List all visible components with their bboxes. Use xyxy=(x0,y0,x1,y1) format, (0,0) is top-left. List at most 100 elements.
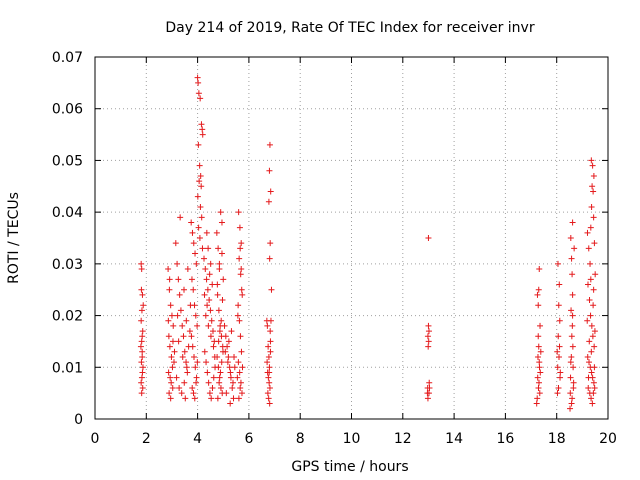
data-point xyxy=(556,343,563,350)
data-point xyxy=(184,369,191,376)
data-point xyxy=(234,374,241,381)
data-point xyxy=(182,395,189,402)
data-point xyxy=(138,260,145,267)
data-point xyxy=(568,255,575,262)
data-point xyxy=(569,291,576,298)
data-point xyxy=(206,390,213,397)
data-point xyxy=(216,379,223,386)
data-point xyxy=(567,359,574,366)
data-point xyxy=(230,395,237,402)
data-point xyxy=(214,353,221,360)
data-point xyxy=(169,338,176,345)
data-point xyxy=(177,307,184,314)
data-point xyxy=(569,271,576,278)
data-point xyxy=(225,338,232,345)
data-point xyxy=(265,395,272,402)
data-point xyxy=(169,384,176,391)
data-point xyxy=(535,302,542,309)
data-point xyxy=(584,229,591,236)
data-point xyxy=(589,400,596,407)
data-point xyxy=(138,374,145,381)
data-point xyxy=(221,322,228,329)
data-point xyxy=(238,240,245,247)
data-point xyxy=(554,348,561,355)
data-point xyxy=(189,343,196,350)
data-point xyxy=(267,328,274,335)
data-point xyxy=(217,209,224,216)
data-point xyxy=(166,343,173,350)
data-point xyxy=(536,390,543,397)
data-point xyxy=(590,302,597,309)
x-tick-label: 16 xyxy=(496,431,514,447)
data-point xyxy=(208,395,215,402)
data-point xyxy=(138,390,145,397)
data-point xyxy=(238,266,245,273)
data-point xyxy=(188,276,195,283)
data-point xyxy=(189,229,196,236)
data-point xyxy=(195,79,202,86)
x-tick-label: 20 xyxy=(599,431,617,447)
data-point xyxy=(535,343,542,350)
data-point xyxy=(139,369,146,376)
data-point xyxy=(567,405,574,412)
data-point xyxy=(207,307,214,314)
data-point xyxy=(218,359,225,366)
data-point xyxy=(226,364,233,371)
data-point xyxy=(171,348,178,355)
data-point xyxy=(568,400,575,407)
data-point xyxy=(178,390,185,397)
data-point xyxy=(536,266,543,273)
data-point xyxy=(210,343,217,350)
data-point xyxy=(239,291,246,298)
data-point xyxy=(265,353,272,360)
y-tick-label: 0.06 xyxy=(52,102,83,118)
data-point xyxy=(180,333,187,340)
data-point xyxy=(238,390,245,397)
data-point xyxy=(536,379,543,386)
data-point xyxy=(569,322,576,329)
data-point xyxy=(239,364,246,371)
data-point xyxy=(534,374,541,381)
data-point xyxy=(554,364,561,371)
data-point xyxy=(215,307,222,314)
data-point xyxy=(137,343,144,350)
data-point xyxy=(216,328,223,335)
data-point xyxy=(199,131,206,138)
data-point xyxy=(209,328,216,335)
data-point xyxy=(570,384,577,391)
x-ticks: 0 2 4 6 8 10 12 14 16 18 20 xyxy=(91,57,617,447)
data-point xyxy=(424,333,431,340)
data-point xyxy=(139,333,146,340)
data-point xyxy=(175,338,182,345)
data-point xyxy=(197,95,204,102)
data-point xyxy=(554,260,561,267)
data-point xyxy=(567,235,574,241)
data-point xyxy=(533,400,540,407)
data-point xyxy=(590,286,597,293)
data-point xyxy=(194,322,201,329)
data-point xyxy=(191,395,198,402)
data-point xyxy=(227,400,234,407)
data-point xyxy=(216,374,223,381)
data-point xyxy=(193,374,200,381)
data-point xyxy=(425,235,432,241)
data-point xyxy=(265,343,272,350)
x-axis-label: GPS time / hours xyxy=(291,459,408,475)
data-point xyxy=(139,291,146,298)
data-point xyxy=(213,229,220,236)
data-point xyxy=(237,384,244,391)
data-point xyxy=(168,379,175,386)
data-point xyxy=(197,203,204,210)
data-point xyxy=(222,348,229,355)
data-point xyxy=(235,395,242,402)
chart-title: Day 214 of 2019, Rate Of TEC Index for r… xyxy=(165,20,534,36)
data-point xyxy=(567,374,574,381)
data-point xyxy=(554,390,561,397)
data-point xyxy=(204,369,211,376)
data-point xyxy=(201,348,208,355)
data-point xyxy=(199,126,206,133)
data-point xyxy=(569,312,576,319)
data-point xyxy=(238,348,245,355)
data-point xyxy=(218,250,225,257)
data-point xyxy=(236,369,243,376)
